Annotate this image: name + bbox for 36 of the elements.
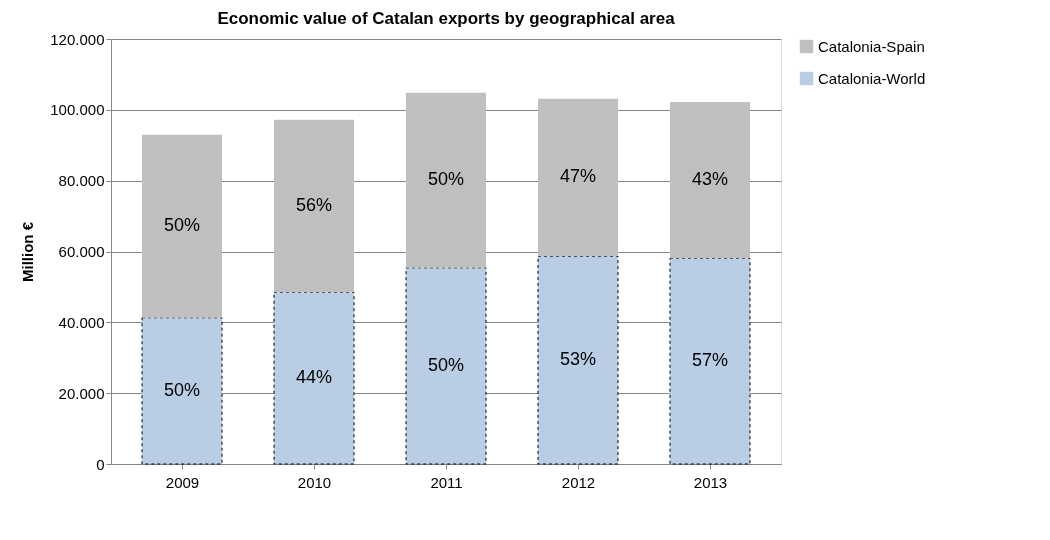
bar (537, 255, 619, 465)
y-tick-label: 0 (96, 455, 105, 473)
x-tick-label: 2009 (165, 473, 200, 491)
bar (405, 267, 487, 465)
bar (141, 317, 223, 465)
bar (274, 119, 354, 293)
annotation: 50% (163, 215, 201, 236)
y-tick-label: 120.000 (50, 30, 105, 48)
x-tick-label: 2013 (693, 473, 728, 491)
bar (406, 92, 486, 268)
x-tick-label: 2012 (561, 473, 596, 491)
bar (669, 257, 751, 465)
y-tick-label: 100.000 (50, 101, 105, 119)
annotation: 56% (295, 194, 333, 215)
y-tick-label: 20.000 (58, 384, 105, 402)
bar (670, 102, 750, 259)
y-tick-label: 80.000 (58, 172, 105, 190)
y-axis-title: Million € (19, 221, 37, 282)
annotation: 43% (691, 169, 729, 190)
annotation: 44% (295, 367, 333, 388)
bar (538, 98, 618, 257)
legend-label: Catalonia-Spain (818, 37, 925, 55)
y-tick-label: 60.000 (58, 243, 105, 260)
y-tick-label: 40.000 (58, 313, 105, 331)
chart-title: Economic value of Catalan exports by geographical area (217, 9, 676, 28)
annotation: 50% (163, 379, 201, 400)
annotation: 50% (427, 169, 465, 190)
legend-label: Catalonia-World (818, 69, 926, 87)
annotation: 47% (559, 166, 597, 187)
x-tick-label: 2011 (430, 473, 463, 491)
bar (142, 134, 222, 318)
x-tick-label: 2010 (297, 473, 332, 491)
annotation: 57% (691, 350, 729, 371)
bar (273, 291, 355, 465)
annotation: 53% (559, 349, 597, 370)
annotation: 50% (427, 354, 465, 375)
